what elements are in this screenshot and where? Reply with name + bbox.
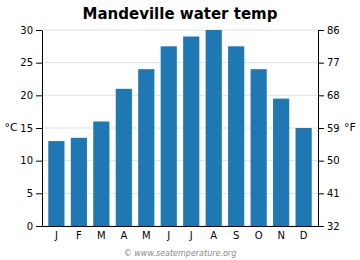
bar — [296, 128, 312, 226]
chart: J F M A M J J A S O N D 0 5 10 15 20 25 30 32 41 50 59 68 77 86 °C… — [0, 0, 360, 260]
x-tick-label: J — [54, 230, 58, 241]
y-tick: 30 — [20, 25, 42, 36]
x-tick-label: N — [277, 230, 284, 241]
y-tick-mark — [36, 193, 42, 194]
y2-tick-label: 59 — [327, 123, 340, 134]
axis-line — [42, 31, 43, 227]
x-tick: O — [255, 230, 263, 241]
y2-tick: 68 — [318, 90, 340, 101]
y-tick-mark — [36, 226, 42, 227]
y2-tick: 77 — [318, 57, 340, 68]
x-tick-label: M — [142, 230, 151, 241]
y2-tick-label: 77 — [327, 57, 340, 68]
y2-tick-label: 86 — [327, 25, 340, 36]
y-tick-mark — [36, 30, 42, 31]
y2-tick: 50 — [318, 155, 340, 166]
title: Mandeville water temp — [83, 5, 278, 23]
y-tick: 15 — [20, 123, 42, 134]
y2-tick: 41 — [318, 188, 340, 199]
y-tick-label: 15 — [20, 123, 33, 134]
bar — [228, 46, 244, 226]
x-tick: J — [189, 230, 193, 241]
y-tick-label: 10 — [20, 155, 33, 166]
y2-tick-label: 32 — [327, 221, 340, 232]
y-tick-label: 5 — [27, 188, 33, 199]
y-axis-label: °C — [4, 121, 18, 134]
x-tick-label: O — [255, 230, 263, 241]
x-tick-label: A — [120, 230, 127, 241]
y2-tick-mark — [318, 30, 324, 31]
y-tick-mark — [36, 161, 42, 162]
y-tick-label: 30 — [20, 25, 33, 36]
y2-tick-mark — [318, 63, 324, 64]
x-tick: M — [97, 230, 106, 241]
grid-line — [42, 30, 318, 31]
y2-tick-mark — [318, 161, 324, 162]
y2-tick-label: 41 — [327, 188, 340, 199]
annotation: © www.seatemperature.org — [124, 249, 236, 258]
x-tick-label: J — [189, 230, 193, 241]
bar — [48, 141, 64, 226]
grid-line — [42, 95, 318, 96]
bar — [138, 69, 154, 226]
axis-line — [43, 226, 319, 227]
bars — [48, 30, 311, 226]
x-tick-label: M — [97, 230, 106, 241]
x-tick: D — [300, 230, 308, 241]
y2-tick-mark — [318, 193, 324, 194]
y2-tick-mark — [318, 226, 324, 227]
x-tick-label: A — [210, 230, 217, 241]
y2-tick-label: 68 — [327, 90, 340, 101]
bar — [93, 121, 109, 226]
bar — [71, 138, 87, 226]
x-tick-label: D — [300, 230, 308, 241]
x-axis: JFMAMJJASOND — [43, 227, 319, 242]
x-tick: N — [277, 230, 284, 241]
y-tick: 5 — [27, 188, 42, 199]
y2-tick-label: 50 — [327, 155, 340, 166]
y2-tick-mark — [318, 128, 324, 129]
bar — [273, 99, 289, 226]
x-tick: S — [233, 230, 239, 241]
y-tick: 25 — [20, 57, 42, 68]
y-tick-mark — [36, 128, 42, 129]
y-tick: 20 — [20, 90, 42, 101]
y2-tick-mark — [318, 95, 324, 96]
grid-line — [42, 62, 318, 63]
y-tick-mark — [36, 95, 42, 96]
y-tick: 0 — [27, 221, 42, 232]
bar — [206, 30, 222, 226]
x-tick: A — [120, 230, 127, 241]
y2-tick: 86 — [318, 25, 340, 36]
x-tick: F — [76, 230, 82, 241]
bar — [116, 89, 132, 226]
y-tick-label: 25 — [20, 57, 33, 68]
y2-axis: 32 41 50 59 68 77 86 — [318, 25, 340, 232]
bar — [161, 46, 177, 226]
y-axis: 0 5 10 15 20 25 30 — [20, 25, 42, 232]
y2-tick: 59 — [318, 123, 340, 134]
x-tick-label: J — [166, 230, 170, 241]
y-tick-mark — [36, 63, 42, 64]
bar — [251, 69, 267, 226]
x-tick-label: F — [76, 230, 82, 241]
grid — [42, 30, 318, 226]
x-tick: J — [166, 230, 170, 241]
y-tick-label: 0 — [27, 221, 33, 232]
y2-axis-label: °F — [344, 121, 356, 134]
y-tick-label: 20 — [20, 90, 33, 101]
x-tick: J — [54, 230, 58, 241]
x-tick: A — [210, 230, 217, 241]
y2-tick: 32 — [318, 221, 340, 232]
y-tick: 10 — [20, 155, 42, 166]
x-tick: M — [142, 230, 151, 241]
bar — [183, 37, 199, 226]
chart-container: J F M A M J J A S O N D 0 5 10 15 20 25 30 32 41 50 59 68 77 86 °C… — [0, 0, 360, 260]
x-tick-label: S — [233, 230, 239, 241]
